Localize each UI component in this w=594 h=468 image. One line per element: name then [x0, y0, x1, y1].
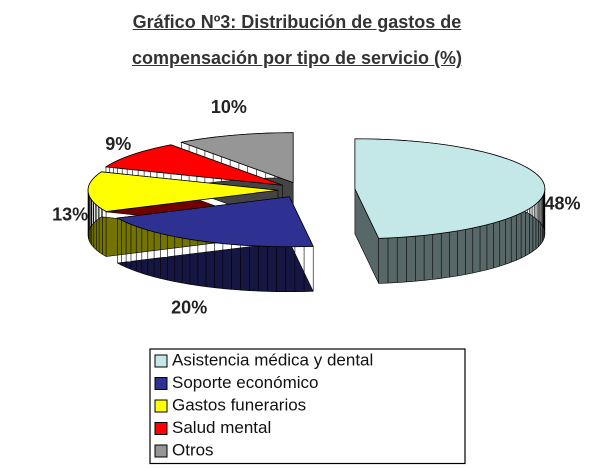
legend-label: Soporte económico: [172, 373, 318, 392]
slice-top: [116, 196, 314, 248]
data-label: 20%: [171, 297, 207, 317]
slice-top: [104, 144, 283, 186]
legend-swatch: [154, 399, 168, 413]
legend-label: Salud mental: [172, 418, 271, 437]
legend-label: Otros: [172, 440, 214, 459]
legend-swatch: [154, 377, 168, 390]
legend-swatch: [154, 444, 168, 458]
data-label: 13%: [52, 205, 88, 225]
chart-title-box: Gráfico Nº3: Distribución de gastos de c…: [77, 4, 517, 76]
legend-label: Gastos funerarios: [172, 395, 306, 414]
slice-top: [87, 171, 279, 212]
legend-swatch: [154, 422, 168, 435]
slice: [354, 138, 546, 284]
slice: [116, 196, 314, 293]
legend-swatch: [154, 354, 168, 368]
slice-top: [179, 132, 294, 184]
data-label: 9%: [105, 134, 131, 154]
legend-label: Asistencia médica y dental: [172, 350, 373, 369]
chart-title: Gráfico Nº3: Distribución de gastos de c…: [131, 12, 463, 68]
data-label: 10%: [211, 97, 247, 117]
legend-box: [149, 348, 466, 465]
slice-top: [354, 138, 546, 239]
data-label: 48%: [544, 194, 580, 214]
